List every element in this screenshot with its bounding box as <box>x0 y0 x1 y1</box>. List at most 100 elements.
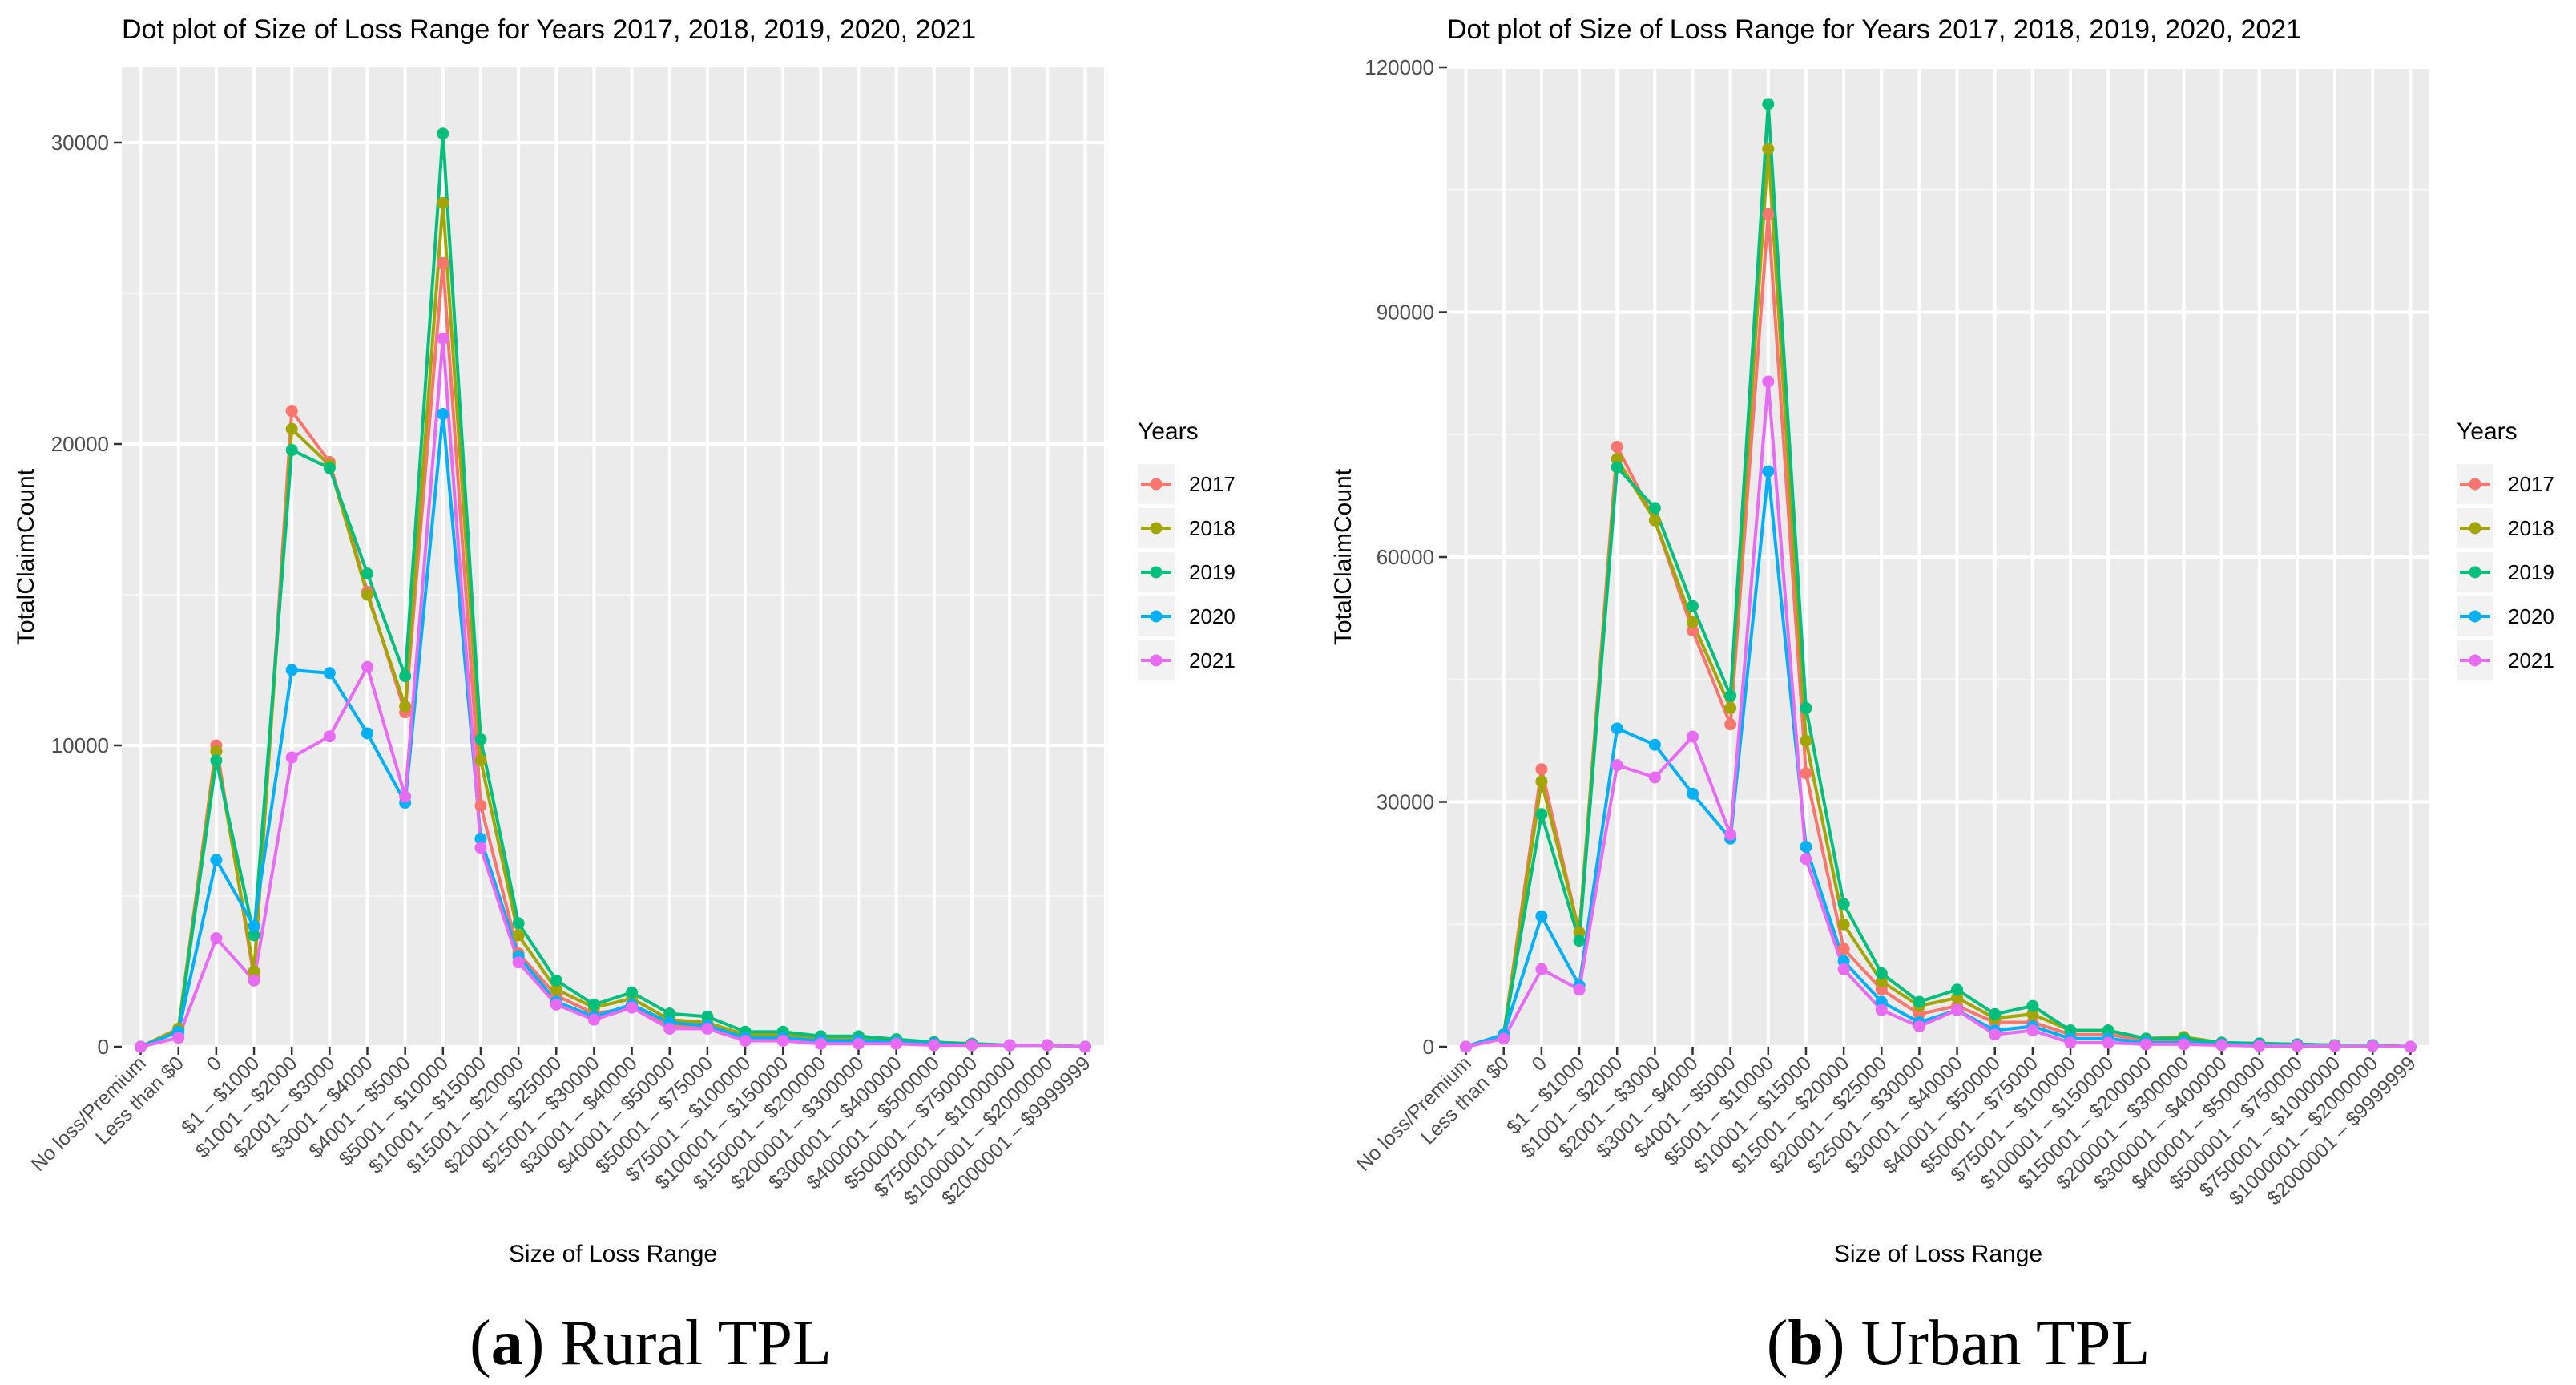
rural-data-point-2021 <box>361 660 373 673</box>
rural-data-point-2019 <box>399 670 412 683</box>
urban-data-point-2019 <box>1951 983 1964 996</box>
urban-series-line-2021 <box>1465 380 2411 1048</box>
rural-data-point-2021 <box>210 932 223 945</box>
rural-y-tick-label: 10000 <box>51 733 109 757</box>
urban-y-tick-label: 90000 <box>1377 301 1434 325</box>
urban-data-point-2021 <box>1611 759 1623 772</box>
rural-y-tick-label: 0 <box>98 1035 109 1059</box>
urban-legend-key-point-2017 <box>2469 478 2481 491</box>
urban-panel-caption: (b) Urban TPL <box>1767 1308 2150 1379</box>
rural-data-point-2017 <box>285 405 298 418</box>
rural-data-point-2021 <box>512 956 525 969</box>
rural-data-point-2021 <box>399 790 412 803</box>
urban-legend-label-2019: 2019 <box>2508 560 2554 584</box>
rural-y-tick-label: 20000 <box>51 432 109 456</box>
urban-data-point-2017 <box>1724 718 1737 731</box>
urban-data-point-2021 <box>1989 1028 2002 1041</box>
urban-chart-title: Dot plot of Size of Loss Range for Years… <box>1447 14 2301 45</box>
urban-data-point-2021 <box>2178 1038 2190 1051</box>
urban-data-point-2018 <box>1648 514 1661 527</box>
rural-data-point-2020 <box>285 664 298 676</box>
rural-series-line-2019 <box>139 131 1086 1048</box>
urban-legend-key-point-2020 <box>2469 610 2481 623</box>
rural-data-point-2021 <box>550 998 562 1011</box>
rural-data-point-2018 <box>210 745 223 758</box>
urban-data-point-2021 <box>1573 983 1586 996</box>
rural-data-point-2021 <box>135 1040 147 1053</box>
urban-data-point-2019 <box>2026 999 2039 1012</box>
rural-data-point-2018 <box>361 588 373 601</box>
rural-data-point-2019 <box>587 998 600 1011</box>
rural-legend-label-2019: 2019 <box>1189 560 1236 584</box>
urban-data-point-2021 <box>2291 1040 2304 1052</box>
rural-data-point-2021 <box>890 1037 903 1050</box>
urban-data-point-2021 <box>1913 1020 1925 1033</box>
rural-data-point-2018 <box>512 929 525 942</box>
urban-data-point-2020 <box>1762 465 1775 478</box>
rural-data-point-2019 <box>285 444 298 457</box>
rural-data-point-2021 <box>626 1001 639 1014</box>
rural-data-point-2021 <box>965 1039 978 1052</box>
rural-legend-label-2018: 2018 <box>1189 516 1236 540</box>
urban-data-point-2020 <box>1611 722 1623 735</box>
rural-data-point-2021 <box>474 842 487 854</box>
rural-data-point-2019 <box>474 733 487 745</box>
urban-data-point-2021 <box>2404 1040 2417 1053</box>
urban-legend-key-point-2018 <box>2469 522 2481 535</box>
urban-data-point-2018 <box>1724 701 1737 714</box>
urban-data-point-2019 <box>1875 967 1888 979</box>
urban-series-line-2019 <box>1465 102 2411 1048</box>
urban-data-point-2018 <box>1800 734 1812 747</box>
rural-data-point-2020 <box>361 727 373 740</box>
urban-data-point-2019 <box>1800 701 1812 714</box>
urban-data-point-2021 <box>1800 853 1812 866</box>
rural-data-point-2019 <box>437 127 449 140</box>
rural-legend-key-point-2020 <box>1150 610 1163 623</box>
urban-data-point-2021 <box>1460 1040 1473 1053</box>
rural-data-point-2021 <box>285 751 298 764</box>
rural-data-point-2021 <box>739 1034 752 1047</box>
rural-data-point-2021 <box>1078 1040 1091 1053</box>
rural-data-point-2021 <box>701 1022 714 1035</box>
rural-data-point-2019 <box>512 917 525 930</box>
rural-data-point-2020 <box>474 833 487 846</box>
urban-data-point-2019 <box>1535 808 1548 821</box>
rural-data-point-2018 <box>285 422 298 435</box>
urban-legend-key-point-2019 <box>2469 566 2481 579</box>
urban-data-point-2021 <box>2253 1040 2266 1052</box>
rural-data-point-2021 <box>172 1032 185 1044</box>
urban-data-point-2019 <box>1989 1007 2002 1020</box>
rural-data-point-2018 <box>550 983 562 996</box>
rural-data-point-2021 <box>776 1034 789 1047</box>
urban-y-tick-label: 30000 <box>1377 790 1434 814</box>
urban-data-point-2018 <box>1535 775 1548 788</box>
urban-legend-label-2020: 2020 <box>2508 604 2554 628</box>
urban-data-point-2020 <box>1800 841 1812 854</box>
urban-data-point-2019 <box>1573 935 1586 947</box>
urban-data-point-2021 <box>1498 1032 1510 1045</box>
urban-data-point-2021 <box>1951 1003 1964 1016</box>
urban-data-point-2017 <box>1762 208 1775 220</box>
urban-data-point-2021 <box>1687 730 1699 743</box>
urban-data-point-2020 <box>1648 738 1661 751</box>
rural-data-point-2017 <box>474 799 487 812</box>
urban-caption-label: b <box>1788 1308 1824 1379</box>
urban-data-point-2019 <box>1837 898 1850 911</box>
rural-data-point-2021 <box>1041 1039 1054 1052</box>
rural-plot-background <box>122 67 1104 1047</box>
urban-data-point-2019 <box>1611 461 1623 474</box>
rural-data-point-2021 <box>663 1022 676 1035</box>
rural-panel-caption: (a) Rural TPL <box>470 1308 832 1379</box>
rural-caption-label: a <box>491 1308 523 1379</box>
urban-data-point-2021 <box>2215 1039 2228 1052</box>
urban-data-point-2019 <box>1648 502 1661 515</box>
rural-data-point-2019 <box>663 1007 676 1020</box>
urban-legend-label-2017: 2017 <box>2508 472 2554 496</box>
urban-data-point-2021 <box>1724 828 1737 841</box>
rural-data-point-2019 <box>323 462 336 474</box>
urban-y-tick-label: 60000 <box>1377 545 1434 569</box>
rural-data-point-2021 <box>928 1039 941 1052</box>
